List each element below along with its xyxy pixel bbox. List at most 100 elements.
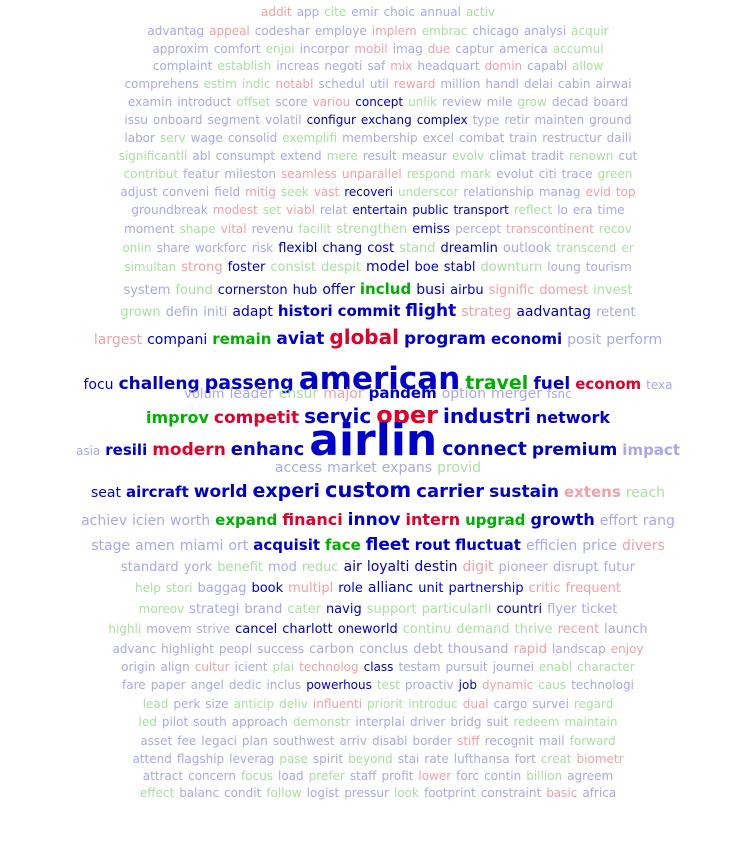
cloud-word: reflect [513, 203, 553, 217]
cloud-word: extend [280, 149, 322, 163]
cloud-word: resili [105, 441, 148, 459]
cloud-word: sustain [489, 481, 559, 502]
cloud-word: transcontinent [506, 221, 594, 236]
cloud-word: effect [139, 786, 175, 800]
cloud-word: defin [165, 304, 199, 320]
cloud-word: concept [355, 95, 404, 109]
cloud-word: agreem [567, 769, 614, 783]
cloud-word: result [362, 149, 397, 163]
cloud-word: transcend [556, 240, 617, 255]
cloud-word: leader [229, 385, 274, 402]
cloud-word: hub [292, 282, 318, 298]
cloud-word: strateg [461, 303, 512, 320]
cloud-word: follow [266, 786, 302, 800]
cloud-word: adjust [120, 185, 158, 199]
cloud-word: flight [405, 300, 457, 321]
cloud-word: decad [551, 95, 589, 109]
cloud-word: captur [455, 42, 495, 56]
cloud-word: icient [234, 660, 268, 674]
cloud-word: seamless [281, 167, 337, 181]
word-row: addit app cite emir choic annual activ [0, 6, 756, 18]
cloud-word: success [257, 641, 305, 656]
cloud-word: stand [399, 240, 436, 256]
cloud-word: codeshar [254, 24, 310, 38]
cloud-word: market [327, 460, 377, 476]
cloud-word: acquisit [253, 535, 321, 554]
cloud-word: influenti [312, 697, 363, 711]
cloud-word: landscap [552, 641, 606, 656]
cloud-word: partnership [448, 581, 524, 596]
cloud-word: combat [458, 131, 505, 145]
cloud-word: led [138, 715, 157, 729]
cloud-word: south [193, 715, 227, 729]
cloud-word: proactiv [404, 678, 454, 692]
cloud-word: perform [606, 332, 663, 348]
cloud-word: segment [207, 113, 261, 127]
cloud-word: asia [75, 444, 101, 458]
cloud-word: efficien [525, 537, 578, 554]
cloud-word: choic [383, 5, 416, 19]
cloud-word: global [329, 325, 399, 349]
cloud-word: baggag [197, 581, 247, 596]
cloud-word: pioneer [498, 560, 548, 575]
cloud-word: redeem [513, 715, 560, 729]
cloud-word: downturn [480, 260, 543, 275]
cloud-word: miami [179, 537, 224, 554]
word-row: asset fee legaci plan southwest arriv disabl bo… [0, 735, 756, 747]
cloud-word: tradit [531, 149, 564, 163]
cloud-word: found [175, 282, 213, 298]
cloud-word: era [572, 203, 593, 217]
word-row: labor serv wage consolid exemplifi membership… [0, 132, 756, 144]
word-row: advanc highlight peopl success carbon conclus… [0, 643, 756, 656]
cloud-word: dreamlin [440, 240, 498, 256]
cloud-word: consist [270, 260, 316, 275]
cloud-word: type [472, 113, 500, 127]
cloud-word: facilit [298, 221, 332, 236]
cloud-word: mark [460, 167, 492, 181]
cloud-word: modern [152, 440, 226, 460]
word-row: seat aircraft world experi custom carrier sust… [0, 479, 756, 502]
cloud-word: adapt [232, 303, 273, 320]
cloud-word: recoveri [344, 185, 393, 199]
word-row: led pilot south approach demonstr interplai dr… [0, 716, 756, 728]
cloud-word: despit [320, 260, 361, 275]
cloud-word: expand [215, 510, 278, 529]
cloud-word: expans [381, 460, 433, 476]
cloud-word: manag [538, 185, 581, 199]
cloud-word: job [458, 678, 477, 692]
cloud-word: mail [538, 734, 565, 748]
cloud-word: arriv [339, 734, 367, 748]
cloud-word: exemplifi [282, 131, 338, 145]
cloud-word: plan [241, 734, 268, 748]
cloud-word: emir [351, 5, 379, 19]
cloud-word: size [205, 697, 229, 711]
cloud-word: groundbreak [131, 203, 208, 217]
cloud-word: excel [422, 131, 454, 145]
word-row: complaint establish increas negoti saf mix hea… [0, 60, 756, 72]
cloud-word: experi [252, 479, 321, 502]
cloud-word: introduc [408, 697, 458, 711]
cloud-word: lead [142, 697, 169, 711]
word-row: lead perk size anticip deliv influenti priorit… [0, 698, 756, 710]
cloud-word: stabl [443, 260, 476, 275]
cloud-word: abl [192, 149, 211, 163]
cloud-word: standard [121, 560, 179, 575]
cloud-word: brand [244, 601, 283, 617]
cloud-word: oneworld [337, 621, 398, 637]
cloud-word: contin [484, 769, 522, 783]
cloud-word: priorit [367, 697, 404, 711]
cloud-word: rout [414, 535, 451, 554]
word-row: adjust conveni field mitig seek vast recoveri u… [0, 186, 756, 198]
cloud-word: mod [268, 560, 297, 575]
word-row: issu onboard segment volatil configur exchang… [0, 114, 756, 126]
cloud-word: lufthansa [453, 752, 510, 766]
cloud-word: time [597, 203, 625, 217]
cloud-word: renown [568, 149, 614, 163]
cloud-word: boe [414, 260, 439, 275]
cloud-word: mix [390, 59, 413, 73]
cloud-word: aadvantag [516, 303, 592, 320]
cloud-word: incorpor [299, 42, 350, 56]
cloud-word: perk [173, 697, 201, 711]
cloud-word: air [343, 559, 362, 575]
cloud-word: headquart [417, 59, 480, 73]
